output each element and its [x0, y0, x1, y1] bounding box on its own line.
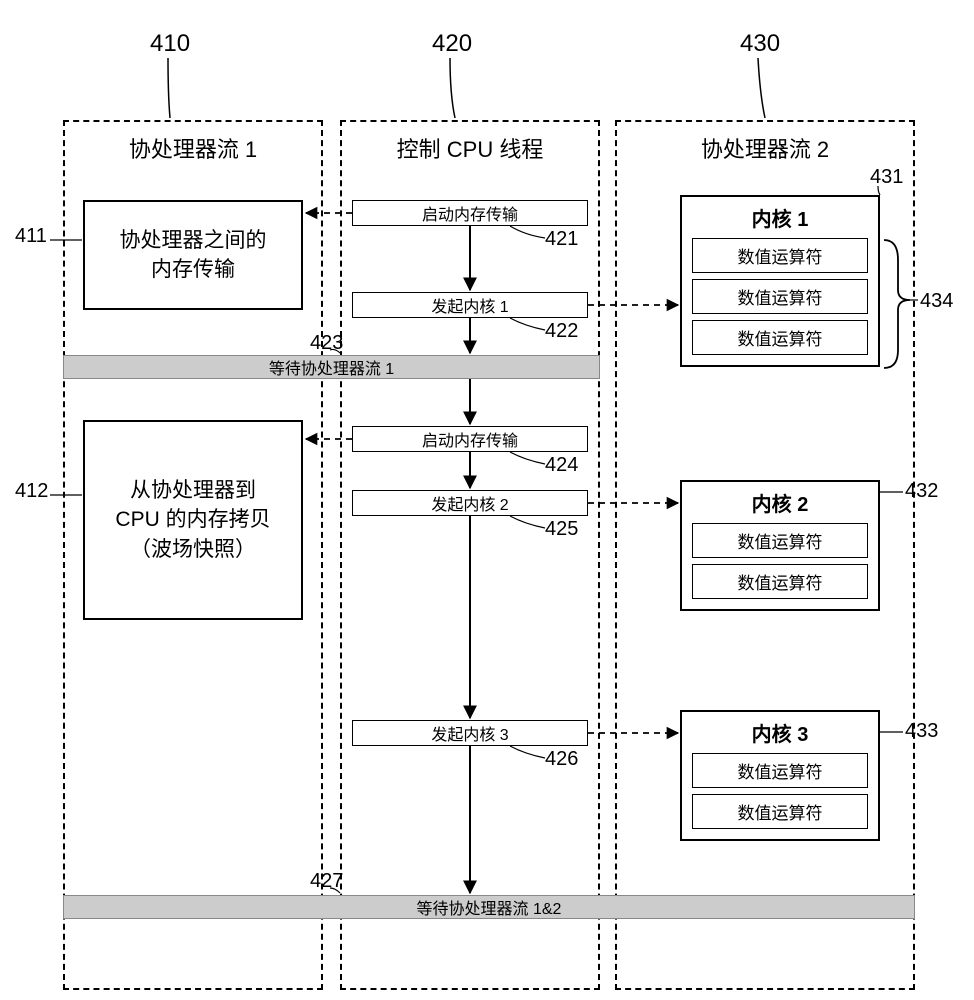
- kernel-2: 内核 2 数值运算符 数值运算符: [680, 480, 880, 611]
- ref-411: 411: [15, 225, 47, 248]
- box-412-line3: （波场快照）: [130, 535, 256, 564]
- box-411-line1: 协处理器之间的: [120, 226, 267, 255]
- ref-410: 410: [150, 30, 190, 58]
- step-425: 发起内核 2: [352, 490, 588, 516]
- step-421: 启动内存传输: [352, 200, 588, 226]
- step-422: 发起内核 1: [352, 292, 588, 318]
- wait-423: 等待协处理器流 1: [63, 355, 600, 379]
- col-left-title: 协处理器流 1: [65, 122, 321, 164]
- box-411-line2: 内存传输: [151, 255, 235, 284]
- step-426: 发起内核 3: [352, 720, 588, 746]
- ref-423: 423: [310, 332, 343, 355]
- kernel-3-op2: 数值运算符: [692, 794, 868, 829]
- kernel-3: 内核 3 数值运算符 数值运算符: [680, 710, 880, 841]
- ref-426: 426: [545, 748, 578, 771]
- step-424: 启动内存传输: [352, 426, 588, 452]
- kernel-1-title: 内核 1: [692, 203, 868, 232]
- ref-430: 430: [740, 30, 780, 58]
- ref-421: 421: [545, 228, 578, 251]
- ref-427: 427: [310, 870, 343, 893]
- ref-433: 433: [905, 720, 938, 743]
- kernel-1-op2: 数值运算符: [692, 279, 868, 314]
- kernel-1: 内核 1 数值运算符 数值运算符 数值运算符: [680, 195, 880, 367]
- kernel-3-title: 内核 3: [692, 718, 868, 747]
- box-412-line2: CPU 的内存拷贝: [115, 505, 270, 534]
- ref-425: 425: [545, 518, 578, 541]
- kernel-1-op3: 数值运算符: [692, 320, 868, 355]
- col-mid-title: 控制 CPU 线程: [342, 122, 598, 164]
- kernel-2-op1: 数值运算符: [692, 523, 868, 558]
- kernel-3-op1: 数值运算符: [692, 753, 868, 788]
- ref-434: 434: [920, 290, 953, 313]
- kernel-2-op2: 数值运算符: [692, 564, 868, 599]
- ref-412: 412: [15, 480, 48, 503]
- box-411: 协处理器之间的 内存传输: [83, 200, 303, 310]
- ref-420: 420: [432, 30, 472, 58]
- kernel-1-op1: 数值运算符: [692, 238, 868, 273]
- wait-427: 等待协处理器流 1&2: [63, 895, 915, 919]
- ref-431: 431: [870, 166, 903, 189]
- col-right-title: 协处理器流 2: [617, 122, 913, 164]
- box-412-line1: 从协处理器到: [130, 476, 256, 505]
- ref-422: 422: [545, 320, 578, 343]
- ref-432: 432: [905, 480, 938, 503]
- ref-424: 424: [545, 454, 578, 477]
- box-412: 从协处理器到 CPU 的内存拷贝 （波场快照）: [83, 420, 303, 620]
- kernel-2-title: 内核 2: [692, 488, 868, 517]
